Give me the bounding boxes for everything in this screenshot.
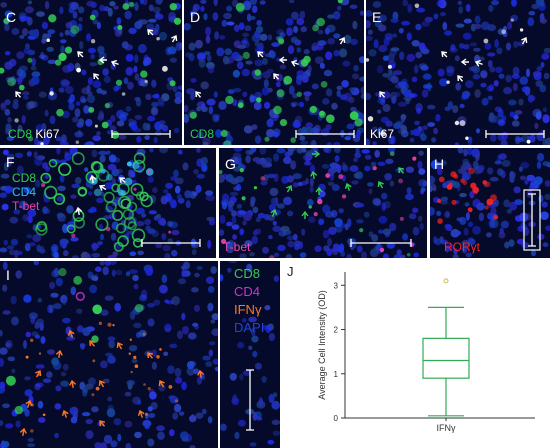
- panel-d: D CD8: [184, 0, 364, 145]
- cd8-cells: [189, 0, 363, 145]
- ifng-spots: [25, 321, 179, 433]
- panel-i-letter: I: [6, 267, 10, 283]
- arrow-markers: [19, 329, 205, 437]
- y-axis-label: Average Cell Intensity (OD): [317, 290, 327, 399]
- arrow-markers: [195, 36, 346, 98]
- tbet-cells: [221, 156, 417, 258]
- panel-e-stain-ki67: Ki67: [370, 127, 395, 141]
- panel-f-stain-tbet: T-bet: [12, 199, 40, 213]
- micrograph-c: [0, 0, 182, 145]
- y-tick-label: 3: [334, 281, 339, 290]
- legend-cd4: CD4: [234, 284, 261, 299]
- cd4-cells: [75, 291, 85, 302]
- scale-bar: [141, 239, 201, 247]
- panel-i: I: [0, 261, 218, 448]
- panel-e: E Ki67: [366, 0, 550, 145]
- y-tick-label: 2: [334, 326, 339, 335]
- y-tick-label: 0: [334, 414, 339, 423]
- arrow-markers: [379, 36, 528, 98]
- micrograph-h: [430, 148, 550, 258]
- panel-i-legend: CD8 CD4 IFNγ DAPI: [220, 261, 280, 448]
- panel-h-letter: H: [434, 156, 445, 172]
- micrograph-g: [219, 148, 427, 258]
- arrow-markers: [15, 29, 178, 98]
- scale-bar: [246, 369, 254, 431]
- panel-h: H RORγt: [430, 148, 550, 258]
- dapi-nuclei: [430, 148, 550, 258]
- tbet-cells: [41, 169, 172, 238]
- panel-f: F CD8 CD4 T-bet: [0, 148, 216, 258]
- arrow-markers: [270, 150, 405, 219]
- legend-cd8: CD8: [234, 266, 261, 281]
- ki67-cells: [366, 3, 531, 144]
- rorgt-cells: [437, 167, 499, 224]
- panel-j: J 0 1 2 3 Average Cell Intensity (OD) IFNγ: [283, 258, 550, 448]
- legend-dapi: DAPI: [234, 320, 265, 335]
- panel-g-stain-tbet: T-bet: [223, 240, 251, 254]
- scale-bar: [295, 130, 355, 138]
- cd8-cells: [5, 268, 144, 415]
- micrograph-d: [184, 0, 364, 145]
- panel-h-stain-rorgt: RORγt: [444, 240, 480, 254]
- panel-c-letter: C: [6, 9, 17, 25]
- outlier-point: [443, 278, 449, 284]
- box-plot: 0 1 2 3 Average Cell Intensity (OD) IFNγ: [317, 272, 535, 433]
- y-tick-label: 1: [334, 370, 339, 379]
- scale-bar: [528, 193, 536, 247]
- micrograph-f: [0, 148, 216, 258]
- panel-c-stain-cd8: CD8: [8, 127, 33, 141]
- x-category-label: IFNγ: [437, 423, 456, 433]
- panel-f-stain-cd8: CD8: [12, 171, 37, 185]
- panel-d-stain-cd8: CD8: [190, 127, 215, 141]
- legend-ifng: IFNγ: [234, 302, 262, 317]
- cd8-cells: [219, 151, 411, 257]
- panel-f-letter: F: [6, 154, 15, 170]
- scale-bar: [350, 239, 412, 247]
- panel-c-stains: CD8 Ki67: [8, 128, 59, 140]
- micrograph-i: [0, 261, 218, 448]
- micrograph-i-legend: [220, 261, 280, 448]
- ki67-cells: [14, 37, 168, 145]
- micrograph-e: [366, 0, 550, 145]
- panel-j-letter: J: [287, 264, 294, 279]
- panel-g-letter: G: [225, 156, 236, 172]
- panel-c: C CD8 Ki67: [0, 0, 182, 145]
- arrow-markers: [75, 174, 126, 216]
- panel-d-letter: D: [190, 9, 201, 25]
- panel-c-stain-ki67: Ki67: [35, 127, 60, 141]
- scale-bar: [485, 130, 545, 138]
- dapi-nuclei: [219, 148, 427, 258]
- scale-frame: [523, 189, 541, 251]
- iqr-box: [422, 337, 470, 379]
- panel-e-letter: E: [372, 9, 382, 25]
- scale-bar: [111, 130, 171, 138]
- panel-f-stain-cd4: CD4: [12, 185, 37, 199]
- dapi-nuclei: [220, 261, 280, 447]
- panel-g: G T-bet: [219, 148, 427, 258]
- cd8-cells: [0, 1, 182, 142]
